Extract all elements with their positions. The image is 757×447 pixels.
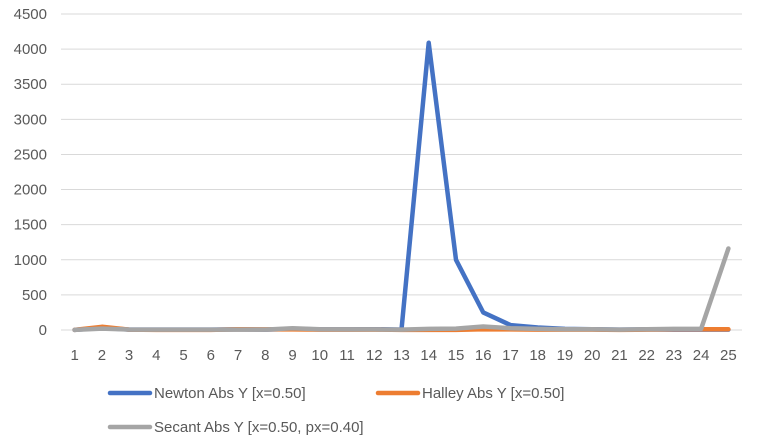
y-tick-label: 1500 — [14, 217, 47, 234]
y-tick-label: 4000 — [14, 41, 47, 58]
legend: Newton Abs Y [x=0.50] Halley Abs Y [x=0.5… — [107, 385, 564, 436]
legend-item-1: Newton Abs Y [x=0.50] — [107, 385, 306, 402]
x-tick-label: 9 — [288, 347, 296, 364]
x-tick-label: 6 — [207, 347, 215, 364]
y-tick-label: 1000 — [14, 252, 47, 269]
x-tick-label: 20 — [584, 347, 601, 364]
x-tick-label: 17 — [502, 347, 519, 364]
x-tick-label: 12 — [366, 347, 383, 364]
y-tick-label: 2000 — [14, 182, 47, 199]
x-tick-label: 24 — [693, 347, 710, 364]
y-axis: 0 500 1000 1500 2000 2500 3000 3500 4000 4500 — [14, 6, 47, 339]
x-tick-label: 11 — [339, 347, 355, 364]
x-tick-label: 7 — [234, 347, 242, 364]
x-tick-label: 10 — [311, 347, 328, 364]
x-tick-label: 19 — [557, 347, 574, 364]
legend-item-2: Halley Abs Y [x=0.50] — [375, 385, 564, 402]
x-tick-label: 18 — [529, 347, 546, 364]
x-tick-label: 22 — [638, 347, 655, 364]
x-tick-label: 25 — [720, 347, 737, 364]
y-tick-label: 4500 — [14, 6, 47, 23]
x-tick-label: 16 — [475, 347, 492, 364]
series-line-1 — [72, 40, 731, 333]
x-tick-label: 3 — [125, 347, 133, 364]
y-tick-label: 500 — [22, 287, 47, 304]
x-tick-label: 21 — [611, 347, 628, 364]
x-tick-label: 23 — [666, 347, 683, 364]
legend-item-3: Secant Abs Y [x=0.50, px=0.40] — [107, 419, 364, 436]
y-tick-label: 2500 — [14, 146, 47, 163]
series-line-3 — [72, 246, 731, 333]
grid-layer — [61, 13, 742, 331]
x-tick-label: 15 — [448, 347, 465, 364]
legend-label: Newton Abs Y [x=0.50] — [154, 385, 306, 402]
y-tick-label: 3000 — [14, 111, 47, 128]
y-tick-label: 0 — [39, 322, 47, 339]
series-layer — [72, 40, 731, 333]
x-tick-label: 14 — [420, 347, 437, 364]
x-tick-label: 8 — [261, 347, 269, 364]
x-tick-label: 13 — [393, 347, 410, 364]
legend-label: Secant Abs Y [x=0.50, px=0.40] — [154, 419, 364, 436]
x-tick-label: 2 — [98, 347, 106, 364]
x-tick-label: 4 — [152, 347, 160, 364]
y-tick-label: 3500 — [14, 76, 47, 93]
x-tick-label: 1 — [70, 347, 78, 364]
x-tick-label: 5 — [179, 347, 187, 364]
legend-label: Halley Abs Y [x=0.50] — [422, 385, 564, 402]
x-axis: 1 2 3 4 5 6 7 8 9 10 11 12 13 14 15 16 17 18 19 20 21 22 23 24 2… — [70, 347, 736, 364]
